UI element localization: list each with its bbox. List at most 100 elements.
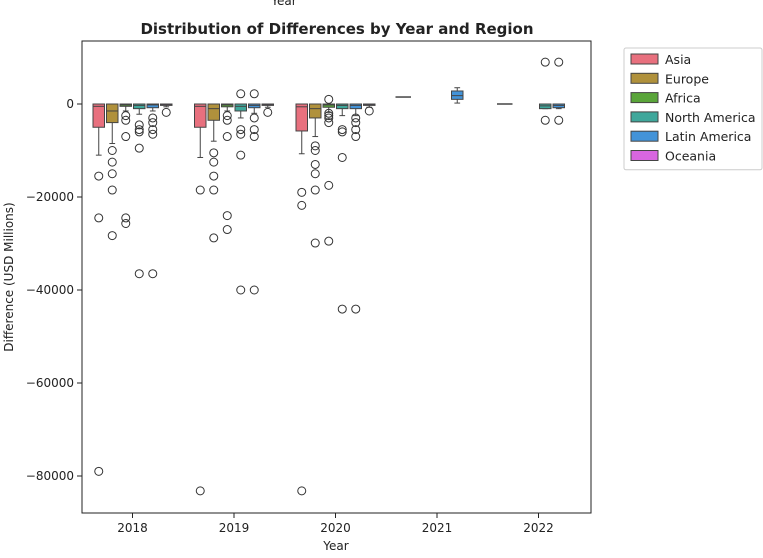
outlier-point	[121, 219, 131, 229]
box-body	[234, 103, 247, 112]
box-europe-2018	[106, 103, 119, 241]
outlier-point	[236, 89, 246, 99]
box-asia-2019	[194, 103, 207, 496]
box-body	[92, 103, 105, 128]
outlier-point	[209, 171, 219, 181]
outlier-point	[148, 129, 158, 139]
outlier-point	[351, 113, 361, 123]
outlier-point	[324, 108, 334, 118]
box-body	[295, 103, 308, 132]
outlier-point	[222, 111, 232, 121]
box-asia-2018	[92, 103, 105, 476]
legend: Asia Europe Africa North America Latin Ameri…	[623, 47, 763, 171]
outlier-point	[148, 125, 158, 135]
outlier-point	[337, 127, 347, 137]
legend-swatch	[630, 72, 659, 84]
box-latin-america-2022	[552, 57, 565, 125]
legend-swatch	[630, 92, 659, 104]
outlier-point	[297, 486, 307, 496]
outlier-point	[148, 269, 158, 279]
legend-label: Oceania	[665, 149, 716, 164]
outlier-point	[310, 238, 320, 248]
box-oceania-2019	[261, 103, 274, 117]
outlier-point	[209, 157, 219, 167]
outlier-point	[249, 285, 259, 295]
box-body	[146, 103, 159, 109]
box-latin-america-2021	[451, 87, 464, 104]
outlier-point	[351, 304, 361, 314]
outlier-point	[134, 127, 144, 137]
box-body	[207, 103, 220, 121]
box-latin-america-2020	[349, 103, 362, 314]
outlier-point	[310, 146, 320, 155]
outlier-point	[121, 132, 131, 142]
outlier-point	[310, 141, 320, 151]
outlier-point	[337, 304, 347, 314]
outlier-point	[134, 269, 144, 279]
outlier-point	[236, 285, 246, 295]
box-body	[133, 103, 146, 110]
box-north-america-2018	[133, 103, 146, 279]
outlier-point	[94, 171, 104, 181]
outlier-point	[324, 113, 334, 123]
outlier-point	[540, 57, 550, 67]
outlier-point	[134, 143, 144, 153]
outlier-point	[209, 233, 219, 243]
outlier-point	[324, 180, 334, 190]
legend-label: North America	[665, 110, 756, 125]
outlier-point	[148, 118, 158, 128]
x-axis: 2018 2019 2020 2021 2022	[117, 513, 554, 535]
outlier-point	[263, 107, 273, 117]
outlier-point	[297, 187, 307, 197]
outlier-point	[554, 57, 564, 67]
x-tick-label: 2020	[320, 521, 351, 535]
box-africa-2018	[119, 103, 132, 229]
box-oceania-2020	[363, 103, 376, 116]
outlier-point	[121, 115, 131, 125]
box-body	[194, 103, 207, 128]
outlier-point	[107, 169, 117, 179]
plot-content	[92, 57, 565, 496]
y-tick-label: −20000	[26, 190, 74, 204]
outlier-point	[107, 157, 117, 167]
outlier-point	[107, 146, 117, 155]
outlier-point	[554, 115, 564, 125]
legend-swatch	[630, 150, 659, 161]
outlier-point	[337, 152, 347, 162]
legend-swatch	[630, 53, 659, 65]
outlier-point	[351, 118, 361, 128]
outlier-point	[310, 185, 320, 195]
y-axis-label: Difference (USD Millions)	[2, 202, 16, 351]
outlier-point	[222, 211, 232, 221]
y-tick-label: 0	[66, 97, 74, 111]
outlier-point	[310, 169, 320, 179]
outlier-point	[94, 466, 104, 476]
box-africa-2020	[322, 94, 335, 246]
outlier-point	[121, 111, 131, 121]
legend-swatch	[630, 111, 659, 123]
outlier-point	[249, 113, 259, 123]
plot-frame	[81, 40, 592, 514]
legend-label: Latin America	[665, 129, 751, 144]
box-body	[336, 103, 349, 110]
outlier-point	[121, 213, 131, 223]
box-north-america-2022	[539, 57, 552, 125]
x-tick-label: 2022	[523, 521, 554, 535]
outlier-point	[107, 231, 117, 241]
y-tick-label: −60000	[26, 376, 74, 390]
box-latin-america-2018	[146, 103, 159, 279]
box-body	[349, 103, 362, 110]
outlier-point	[148, 113, 158, 123]
box-latin-america-2019	[248, 89, 261, 295]
box-africa-2019	[221, 103, 234, 235]
box-north-america-2020	[336, 103, 349, 314]
outlier-point	[222, 225, 232, 235]
box-north-america-2019	[234, 89, 247, 295]
y-axis: 0 −20000 −40000 −60000 −80000	[26, 97, 82, 483]
outlier-point	[236, 150, 246, 160]
outlier-point	[364, 106, 374, 116]
outlier-point	[195, 185, 205, 195]
y-tick-label: −80000	[26, 469, 74, 483]
outlier-point	[324, 236, 334, 246]
